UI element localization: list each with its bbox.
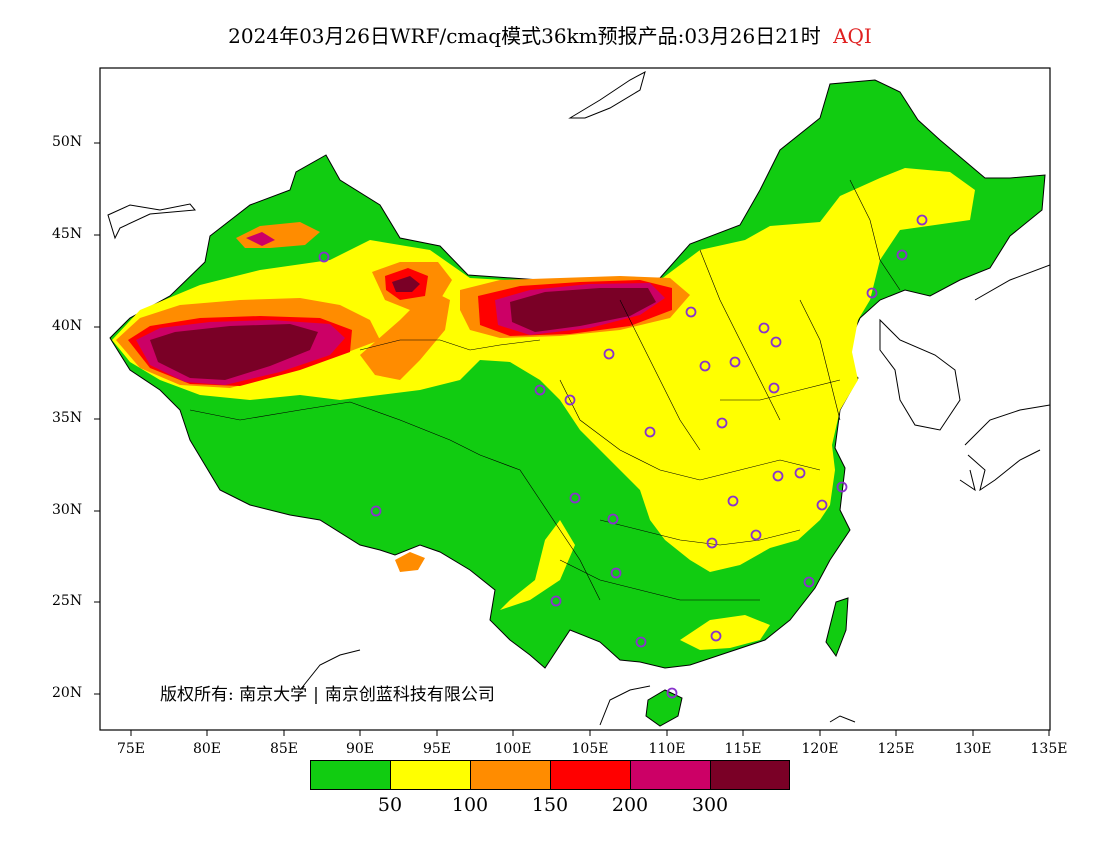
lat-label-50n: 50N [52,134,83,150]
station-marker [534,384,546,396]
station-marker [770,336,782,348]
copyright-notice: 版权所有: 南京大学 | 南京创蓝科技有限公司 [160,685,495,705]
station-marker [710,630,722,642]
lon-label-130e: 130E [954,741,992,757]
legend-threshold-100: 100 [451,794,489,816]
lat-label-25n: 25N [52,593,83,609]
title-variable: AQI [833,24,872,48]
lat-label-35n: 35N [52,410,83,426]
station-marker [685,306,697,318]
aqi-zone-moderate-south [680,615,770,650]
station-marker [794,467,806,479]
station-marker [758,322,770,334]
station-marker [699,360,711,372]
aqi-zone-hazardous-tarim [150,324,318,380]
station-marker [716,417,728,429]
lon-label-125e: 125E [877,741,915,757]
station-marker [644,426,656,438]
lon-label-90e: 90E [345,741,375,757]
copyright-label: 版权所有: [160,685,234,705]
station-marker [729,356,741,368]
legend-threshold-150: 150 [531,794,569,816]
aqi-zone-moderate [112,168,975,572]
lon-label-135e: 135E [1030,741,1068,757]
lon-label-100e: 100E [494,741,532,757]
station-marker [727,495,739,507]
legend-threshold-200: 200 [611,794,649,816]
station-marker [866,287,878,299]
legend-threshold-300: 300 [691,794,729,816]
hainan-island [645,689,683,727]
aqi-zone-sensitive-south [395,552,425,572]
station-marker [370,505,382,517]
province-boundaries [189,179,901,601]
lat-label-45n: 45N [52,226,83,242]
monitoring-stations [318,214,928,699]
station-marker [772,470,784,482]
legend-swatch-1 [390,760,470,790]
station-marker [916,214,928,226]
legend-swatch-3 [550,760,630,790]
station-marker [768,382,780,394]
title-main: 2024年03月26日WRF/cmaq模式36km预报产品:03月26日21时 [228,24,821,48]
aqi-zone-hazardous-gobi [510,288,656,332]
lat-label-20n: 20N [52,685,83,701]
station-marker [896,249,908,261]
neighbor-coastlines [107,71,1050,726]
station-marker [610,567,622,579]
lon-label-110e: 110E [648,741,686,757]
legend-threshold-50: 50 [377,794,403,816]
lon-label-95e: 95E [422,741,452,757]
station-marker [635,636,647,648]
station-marker [816,499,828,511]
aqi-zone-sensitive-qaidam [360,290,450,380]
map-canvas [107,71,1050,727]
legend-swatch-4 [630,760,710,790]
station-marker [564,394,576,406]
legend-swatch-2 [470,760,550,790]
station-marker [836,481,848,493]
station-marker [603,348,615,360]
copyright-org-company: 南京创蓝科技有限公司 [324,685,495,705]
aqi-zone-very-unhealthy-ili [246,232,275,246]
lat-label-30n: 30N [52,502,83,518]
station-marker [750,529,762,541]
aqi-zone-hazardous-hami [392,276,420,292]
station-marker [666,687,678,699]
lon-label-80e: 80E [192,741,222,757]
legend-swatch-5 [710,760,790,790]
station-marker [706,537,718,549]
lon-label-105e: 105E [571,741,609,757]
map-title: 2024年03月26日WRF/cmaq模式36km预报产品:03月26日21时 … [0,20,1100,49]
station-marker [607,513,619,525]
taiwan-island [825,597,849,658]
lon-label-120e: 120E [801,741,839,757]
axis-ticks [94,142,1050,736]
station-marker [550,595,562,607]
station-marker [569,492,581,504]
lon-label-75e: 75E [116,741,146,757]
station-marker [803,576,815,588]
map-frame [99,67,1051,731]
lon-label-115e: 115E [724,741,762,757]
aqi-zone-moderate-sw [500,520,575,610]
lon-label-85e: 85E [269,741,299,757]
legend-swatch-0 [310,760,390,790]
lat-label-40n: 40N [52,318,83,334]
copyright-org-nju: 南京大学 [239,685,308,705]
station-marker [318,251,330,263]
